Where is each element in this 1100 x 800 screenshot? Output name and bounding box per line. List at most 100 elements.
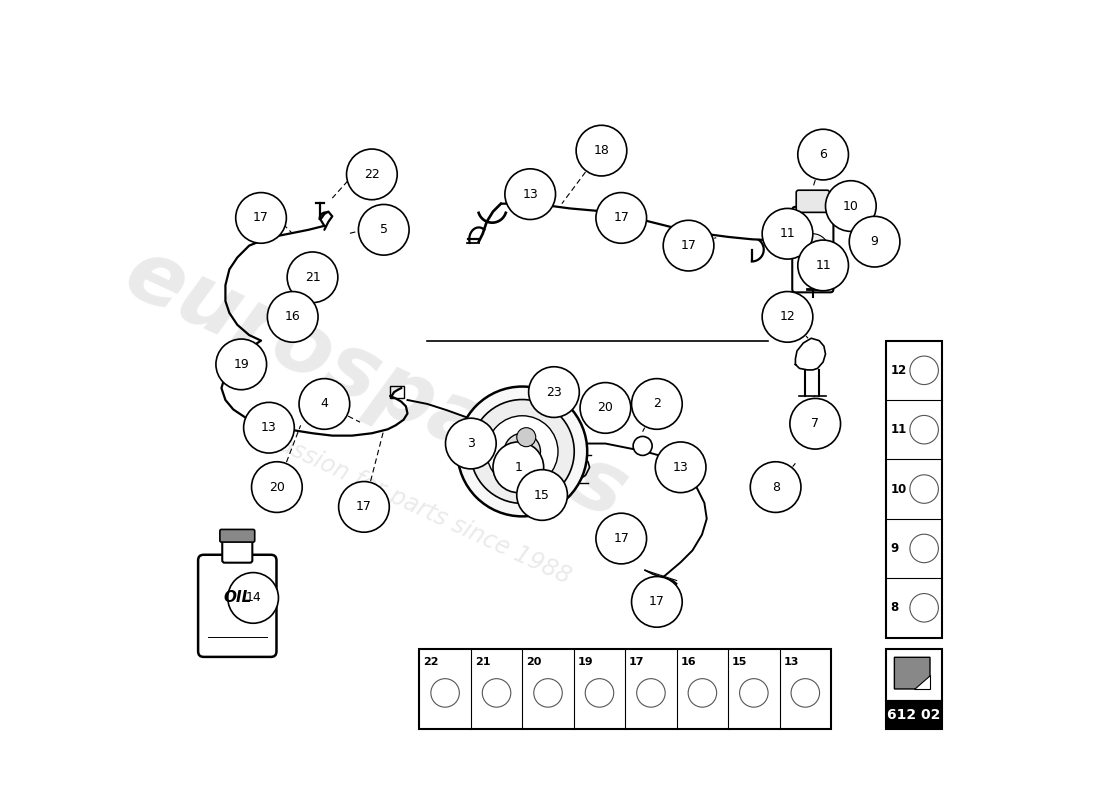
Text: 8: 8 bbox=[890, 602, 899, 614]
Text: 13: 13 bbox=[783, 658, 799, 667]
Circle shape bbox=[471, 399, 574, 503]
Bar bbox=[390, 386, 405, 398]
Text: 15: 15 bbox=[535, 489, 550, 502]
Text: 2: 2 bbox=[653, 398, 661, 410]
Circle shape bbox=[596, 514, 647, 564]
Circle shape bbox=[762, 209, 813, 259]
Circle shape bbox=[458, 386, 587, 516]
FancyBboxPatch shape bbox=[792, 207, 834, 292]
Text: 18: 18 bbox=[594, 144, 609, 157]
Text: 22: 22 bbox=[424, 658, 439, 667]
Circle shape bbox=[267, 291, 318, 342]
Polygon shape bbox=[914, 674, 929, 689]
Text: eurospares: eurospares bbox=[111, 231, 640, 537]
Text: 17: 17 bbox=[681, 239, 696, 252]
Text: 20: 20 bbox=[268, 481, 285, 494]
Text: 10: 10 bbox=[890, 482, 906, 495]
Text: 21: 21 bbox=[305, 270, 320, 284]
Text: 23: 23 bbox=[546, 386, 562, 398]
Text: 7: 7 bbox=[811, 418, 819, 430]
Text: 12: 12 bbox=[890, 364, 906, 377]
Text: 19: 19 bbox=[233, 358, 249, 371]
Circle shape bbox=[235, 193, 286, 243]
Circle shape bbox=[825, 181, 877, 231]
Text: 10: 10 bbox=[843, 199, 859, 213]
Circle shape bbox=[798, 130, 848, 180]
Text: 17: 17 bbox=[253, 211, 270, 225]
FancyBboxPatch shape bbox=[220, 530, 255, 542]
Text: 17: 17 bbox=[614, 211, 629, 225]
Circle shape bbox=[339, 482, 389, 532]
Text: 16: 16 bbox=[285, 310, 300, 323]
Polygon shape bbox=[894, 658, 930, 689]
Circle shape bbox=[750, 462, 801, 513]
FancyBboxPatch shape bbox=[198, 554, 276, 657]
Circle shape bbox=[517, 428, 536, 446]
Text: 20: 20 bbox=[597, 402, 614, 414]
Text: 15: 15 bbox=[733, 658, 748, 667]
Text: 4: 4 bbox=[320, 398, 328, 410]
Circle shape bbox=[656, 442, 706, 493]
Circle shape bbox=[446, 418, 496, 469]
Text: 13: 13 bbox=[673, 461, 689, 474]
Circle shape bbox=[359, 205, 409, 255]
Circle shape bbox=[486, 416, 558, 487]
Circle shape bbox=[252, 462, 302, 513]
Circle shape bbox=[634, 437, 652, 455]
Circle shape bbox=[346, 149, 397, 200]
Circle shape bbox=[287, 252, 338, 302]
Circle shape bbox=[580, 382, 630, 434]
Circle shape bbox=[631, 378, 682, 430]
Text: 8: 8 bbox=[771, 481, 780, 494]
Circle shape bbox=[493, 442, 543, 493]
Text: 11: 11 bbox=[815, 259, 830, 272]
Text: 6: 6 bbox=[820, 148, 827, 161]
FancyBboxPatch shape bbox=[222, 538, 252, 562]
Text: 612 02: 612 02 bbox=[888, 708, 940, 722]
Circle shape bbox=[798, 240, 848, 290]
Circle shape bbox=[299, 378, 350, 430]
Text: 13: 13 bbox=[261, 422, 277, 434]
Text: 9: 9 bbox=[890, 542, 899, 555]
Text: a passion for parts since 1988: a passion for parts since 1988 bbox=[241, 417, 574, 590]
Circle shape bbox=[216, 339, 266, 390]
Circle shape bbox=[228, 573, 278, 623]
Text: 14: 14 bbox=[245, 591, 261, 605]
Circle shape bbox=[576, 126, 627, 176]
Bar bbox=[419, 650, 830, 729]
Text: 21: 21 bbox=[475, 658, 491, 667]
Text: 17: 17 bbox=[629, 658, 645, 667]
Circle shape bbox=[596, 193, 647, 243]
Text: 17: 17 bbox=[614, 532, 629, 545]
Text: 11: 11 bbox=[890, 423, 906, 436]
Text: 20: 20 bbox=[526, 658, 541, 667]
Text: 17: 17 bbox=[649, 595, 664, 608]
Circle shape bbox=[243, 402, 295, 453]
Circle shape bbox=[790, 398, 840, 449]
Bar bbox=[887, 701, 942, 729]
Circle shape bbox=[798, 234, 828, 266]
Text: 13: 13 bbox=[522, 188, 538, 201]
Circle shape bbox=[631, 577, 682, 627]
Circle shape bbox=[663, 220, 714, 271]
Circle shape bbox=[849, 216, 900, 267]
Circle shape bbox=[505, 169, 556, 219]
Text: OIL: OIL bbox=[223, 590, 252, 606]
Text: 1: 1 bbox=[515, 461, 522, 474]
Text: 17: 17 bbox=[356, 500, 372, 514]
Text: 3: 3 bbox=[466, 437, 475, 450]
Bar bbox=[887, 650, 942, 701]
Circle shape bbox=[762, 291, 813, 342]
Text: 16: 16 bbox=[681, 658, 696, 667]
Bar bbox=[887, 341, 942, 638]
Text: 5: 5 bbox=[379, 223, 387, 236]
Text: 12: 12 bbox=[780, 310, 795, 323]
FancyBboxPatch shape bbox=[796, 190, 829, 212]
Text: 11: 11 bbox=[780, 227, 795, 240]
Text: 22: 22 bbox=[364, 168, 380, 181]
Text: 9: 9 bbox=[870, 235, 879, 248]
Circle shape bbox=[529, 366, 580, 418]
Text: 19: 19 bbox=[578, 658, 593, 667]
Circle shape bbox=[504, 434, 540, 470]
Circle shape bbox=[517, 470, 568, 520]
